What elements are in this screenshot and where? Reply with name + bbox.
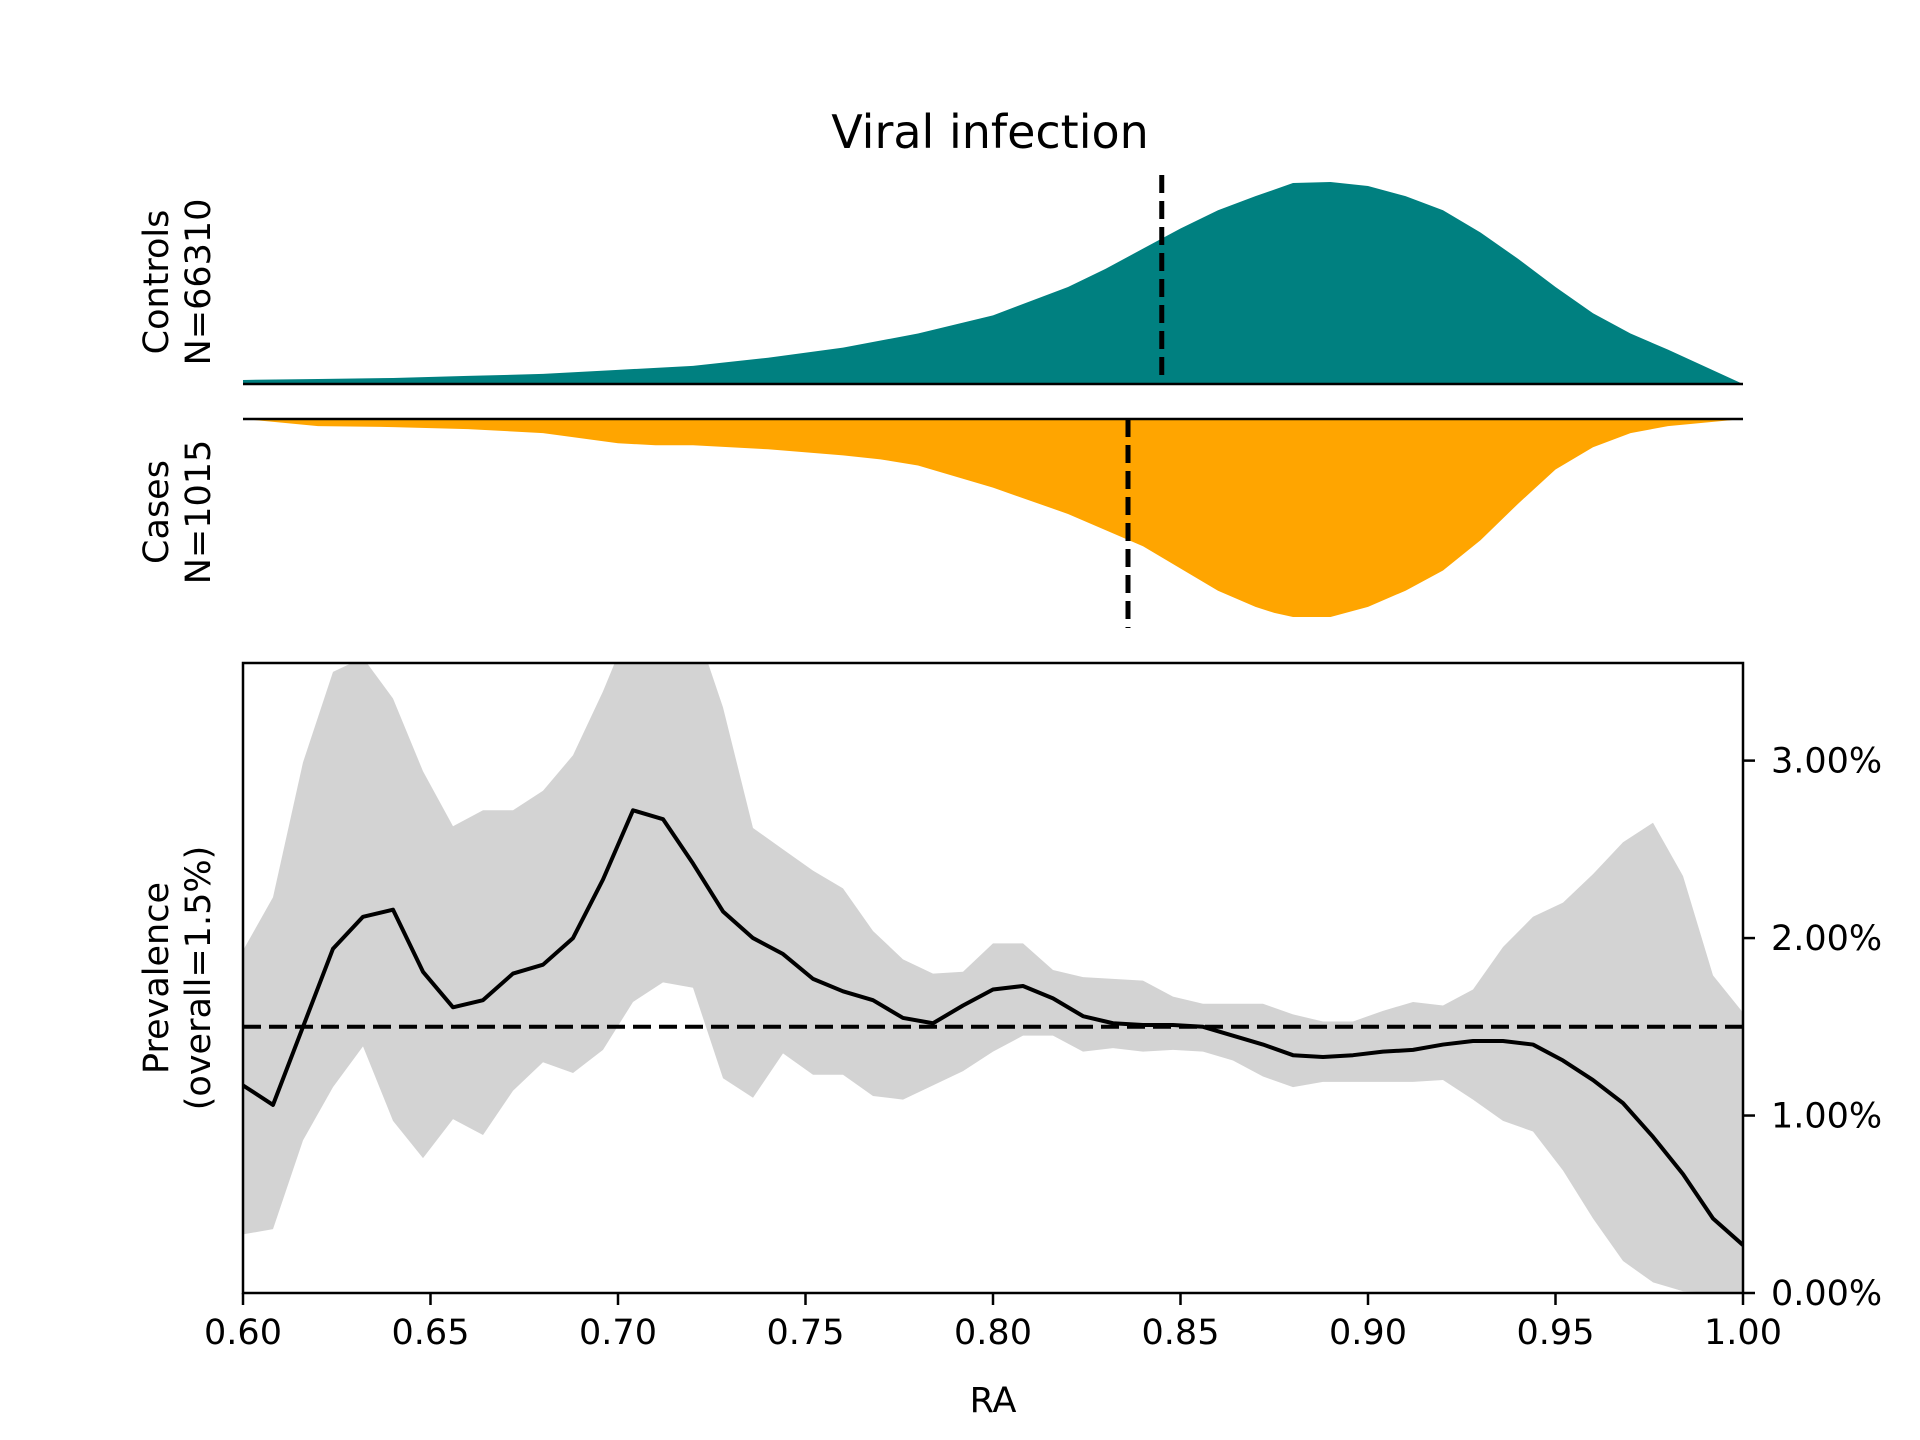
x-tick-label: 0.75 — [767, 1313, 845, 1353]
y-axis-label-line1: Prevalence — [137, 882, 177, 1074]
x-tick-label: 0.95 — [1517, 1313, 1595, 1353]
x-tick-label: 0.65 — [392, 1313, 470, 1353]
controls-label-line2: N=66310 — [179, 199, 219, 366]
x-tick-label: 0.85 — [1142, 1313, 1220, 1353]
y-axis-right: 0.00% 1.00% 2.00% 3.00% — [1743, 742, 1882, 1314]
chart-title: Viral infection — [831, 105, 1149, 159]
controls-label-line1: Controls — [137, 210, 177, 355]
cases-density-area — [243, 419, 1743, 617]
cases-label-line2: N=1015 — [179, 440, 219, 585]
y-tick-label: 2.00% — [1771, 919, 1882, 959]
controls-panel: Controls N=66310 — [137, 175, 1743, 386]
controls-density-area — [243, 182, 1743, 384]
x-tick-label: 1.00 — [1704, 1313, 1782, 1353]
x-tick-label: 0.70 — [579, 1313, 657, 1353]
y-axis-label-line2: (overall=1.5%) — [179, 846, 219, 1111]
prevalence-panel: 0.60 0.65 0.70 0.75 0.80 0.85 0.90 0.95 1.00 0.0… — [137, 661, 1882, 1421]
x-tick-label: 0.90 — [1329, 1313, 1407, 1353]
x-axis: 0.60 0.65 0.70 0.75 0.80 0.85 0.90 0.95 1.00 — [204, 1293, 1782, 1353]
x-tick-label: 0.80 — [954, 1313, 1032, 1353]
y-tick-label: 0.00% — [1771, 1274, 1882, 1314]
y-tick-label: 3.00% — [1771, 742, 1882, 782]
cases-panel: Cases N=1015 — [137, 417, 1743, 628]
prevalence-confidence-band — [243, 663, 1743, 1293]
cases-label-line1: Cases — [137, 460, 177, 564]
x-tick-label: 0.60 — [204, 1313, 282, 1353]
prevalence-line — [243, 808, 1743, 1247]
x-axis-label: RA — [970, 1381, 1017, 1421]
y-tick-label: 1.00% — [1771, 1097, 1882, 1137]
